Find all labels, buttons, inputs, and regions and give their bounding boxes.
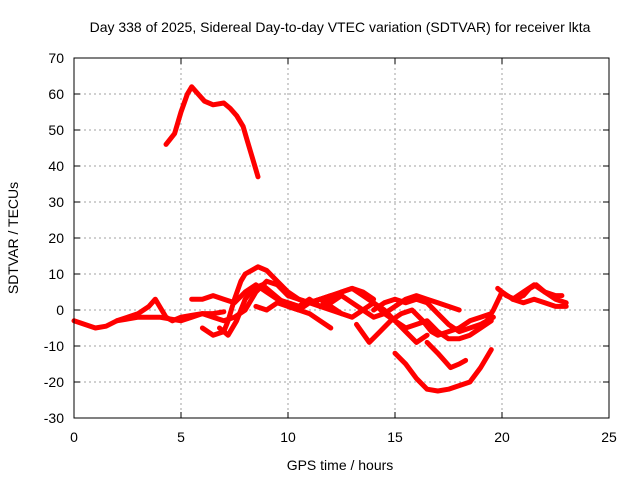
y-tick-label: 70 bbox=[48, 50, 64, 66]
y-axis-title: SDTVAR / TECUs bbox=[5, 182, 21, 294]
y-tick-label: 40 bbox=[48, 158, 64, 174]
x-tick-label: 5 bbox=[177, 429, 185, 445]
series-line-trace-6 bbox=[217, 282, 334, 338]
x-tick-label: 10 bbox=[280, 429, 296, 445]
x-tick-label: 15 bbox=[387, 429, 403, 445]
x-tick-label: 20 bbox=[494, 429, 510, 445]
x-tick-label: 0 bbox=[70, 429, 78, 445]
y-tick-label: 60 bbox=[48, 86, 64, 102]
x-axis-title: GPS time / hours bbox=[287, 457, 394, 473]
series-group bbox=[71, 84, 569, 394]
series-line-trace-3 bbox=[163, 84, 261, 180]
y-tick-label: -10 bbox=[44, 338, 64, 354]
series-line-trace-10 bbox=[354, 307, 494, 345]
series-line-trace-9 bbox=[317, 285, 430, 345]
series-line-trace-14 bbox=[484, 289, 569, 324]
y-tick-label: 10 bbox=[48, 266, 64, 282]
y-tick-label: 50 bbox=[48, 122, 64, 138]
y-tick-label: 30 bbox=[48, 194, 64, 210]
series-line-trace-8 bbox=[285, 293, 462, 320]
series-line-trace-16 bbox=[510, 282, 565, 302]
series-line-trace-12 bbox=[392, 347, 494, 394]
y-tick-label: 0 bbox=[56, 302, 64, 318]
grid bbox=[74, 58, 609, 418]
y-tick-label: -30 bbox=[44, 410, 64, 426]
x-tick-label: 25 bbox=[601, 429, 617, 445]
series-line-trace-11 bbox=[371, 296, 496, 335]
y-tick-label: 20 bbox=[48, 230, 64, 246]
ticks: 0 5 10 15 20 25 -30 -20 -10 0 10 20 30 40 50 60 70 bbox=[44, 50, 617, 445]
y-tick-label: -20 bbox=[44, 374, 64, 390]
series-line-trace-13 bbox=[424, 339, 469, 371]
chart-title: Day 338 of 2025, Sidereal Day-to-day VTE… bbox=[90, 19, 591, 35]
